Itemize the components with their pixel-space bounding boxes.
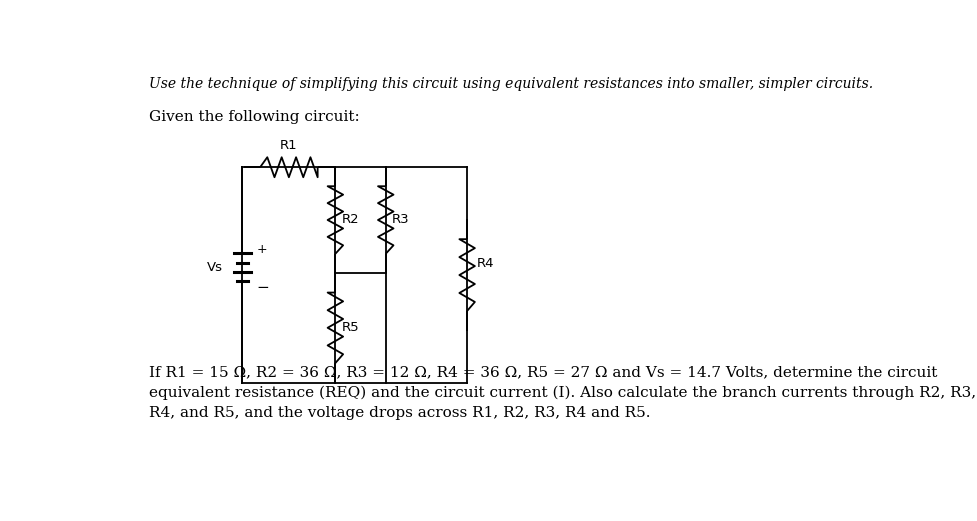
Text: R3: R3 (392, 214, 409, 227)
Text: +: + (256, 243, 267, 256)
Text: If R1 = 15 Ω, R2 = 36 Ω, R3 = 12 Ω, R4 = 36 Ω, R5 = 27 Ω and Vs = 14.7 Volts, de: If R1 = 15 Ω, R2 = 36 Ω, R3 = 12 Ω, R4 =… (149, 365, 975, 420)
Text: R4: R4 (476, 257, 493, 270)
Text: Given the following circuit:: Given the following circuit: (149, 110, 360, 124)
Text: R2: R2 (341, 214, 359, 227)
Text: Use the technique of simplifying this circuit using equivalent resistances into : Use the technique of simplifying this ci… (149, 77, 872, 91)
Text: −: − (256, 280, 269, 295)
Text: R5: R5 (341, 321, 359, 334)
Text: Vs: Vs (207, 261, 223, 274)
Text: R1: R1 (279, 139, 297, 152)
